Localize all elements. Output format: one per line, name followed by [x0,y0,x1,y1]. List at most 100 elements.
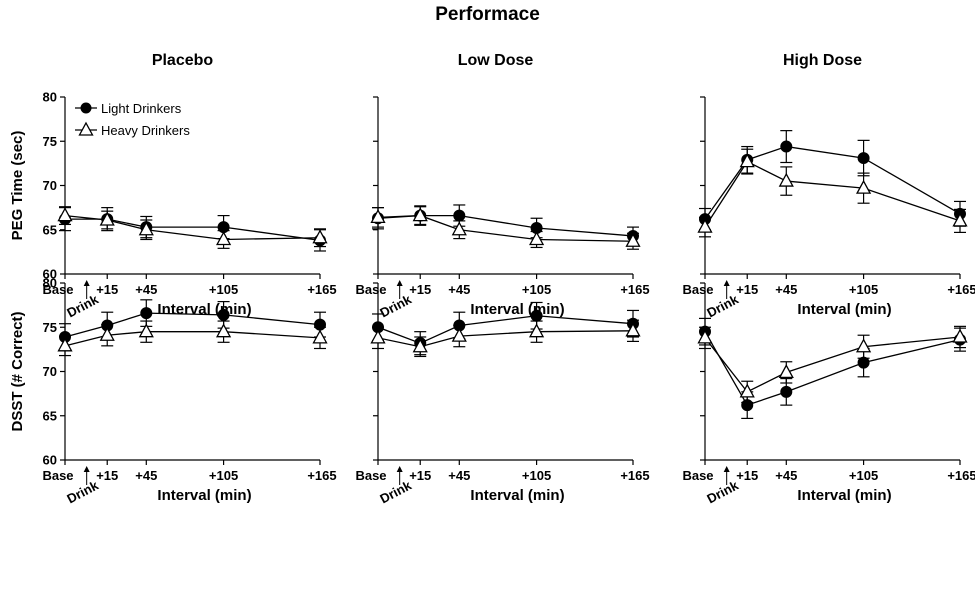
x-axis-label: Interval (min) [157,487,251,504]
series-line-heavy [704,160,961,228]
y-tick-label: 80 [43,276,57,291]
data-point-heavy [215,231,232,246]
y-tick-label: 65 [43,408,57,423]
x-tick-label: +45 [775,468,797,483]
x-tick-label: +165 [620,282,649,297]
y-tick-label: 60 [43,267,57,282]
data-point-heavy [739,383,755,398]
panel-0-2 [697,96,968,299]
x-tick-label: +165 [947,282,975,297]
series-line-heavy [704,336,961,393]
data-point-heavy [625,232,641,247]
data-point-heavy [528,323,545,338]
data-point-heavy [778,172,794,187]
panel-title: Placebo [152,52,214,69]
x-axis-label: Interval (min) [470,487,564,504]
data-point-heavy [312,229,328,244]
legend-marker-heavy [78,121,94,136]
x-tick-label: Base [682,468,713,483]
x-tick-label: +15 [409,468,431,483]
data-point-heavy [625,322,641,337]
x-tick-label: +165 [620,468,649,483]
legend-label-heavy: Heavy Drinkers [101,123,190,138]
data-point-light [857,152,870,165]
data-point-heavy [952,212,968,227]
panel-1-0 [57,282,328,485]
data-point-heavy [451,221,467,236]
data-point-light [780,385,793,398]
data-point-heavy [412,207,428,222]
data-point-light [140,307,153,320]
x-tick-label: +165 [947,468,975,483]
x-tick-label: +165 [307,282,336,297]
x-axis-label: Interval (min) [797,487,891,504]
x-tick-label: +15 [736,282,758,297]
y-axis-label: DSST (# Correct) [9,311,26,431]
data-point-heavy [215,323,232,338]
x-tick-label: +45 [448,468,470,483]
data-point-heavy [312,329,328,344]
x-tick-label: +105 [849,468,878,483]
panel-0-1 [370,96,641,299]
data-point-heavy [138,323,154,338]
x-tick-label: Base [682,282,713,297]
y-tick-label: 80 [43,90,57,105]
data-point-heavy [412,338,428,353]
x-tick-label: +105 [522,468,551,483]
x-tick-label: +15 [96,468,118,483]
data-point-heavy [370,208,386,224]
data-point-light [780,140,793,153]
x-tick-label: +45 [775,282,797,297]
data-point-light [217,308,230,321]
x-tick-label: +105 [522,282,551,297]
drink-arrow-head [396,466,403,472]
x-tick-label: +15 [736,468,758,483]
y-tick-label: 75 [43,134,57,149]
data-point-heavy [778,364,794,379]
data-point-heavy [138,221,154,236]
y-tick-label: 70 [43,364,57,379]
x-tick-label: Base [355,468,386,483]
x-axis-label: Interval (min) [157,301,251,318]
y-tick-label: 65 [43,222,57,237]
legend-marker-light [80,102,92,114]
y-tick-label: 75 [43,320,57,335]
data-point-heavy [697,329,713,344]
x-tick-label: +45 [448,282,470,297]
x-tick-label: +45 [135,468,157,483]
data-point-heavy [952,328,968,343]
data-point-light [530,309,543,322]
data-point-heavy [739,153,755,168]
data-point-heavy [855,338,872,353]
panel-title: High Dose [783,52,862,69]
x-tick-label: +15 [96,282,118,297]
x-tick-label: +15 [409,282,431,297]
data-point-heavy [451,327,467,342]
x-tick-label: Base [42,468,73,483]
panel-title: Low Dose [458,52,534,69]
drink-arrow-head [723,280,730,286]
figure-title: Performace [435,4,540,25]
x-tick-label: +105 [209,468,238,483]
data-point-heavy [99,326,115,341]
data-point-heavy [528,231,545,246]
data-point-heavy [370,329,386,344]
x-tick-label: +45 [135,282,157,297]
y-tick-label: 60 [43,453,57,468]
drink-arrow-head [723,466,730,472]
x-axis-label: Interval (min) [470,301,564,318]
x-tick-label: +105 [209,282,238,297]
x-tick-label: +105 [849,282,878,297]
panel-1-2 [697,282,968,485]
y-axis-label: PEG Time (sec) [9,131,26,241]
x-axis-label: Interval (min) [797,301,891,318]
panel-0-0 [57,96,328,299]
x-tick-label: +165 [307,468,336,483]
data-point-heavy [57,337,73,352]
legend-label-light: Light Drinkers [101,101,182,116]
panel-1-1 [370,282,641,485]
y-tick-label: 70 [43,178,57,193]
data-point-heavy [57,207,73,222]
